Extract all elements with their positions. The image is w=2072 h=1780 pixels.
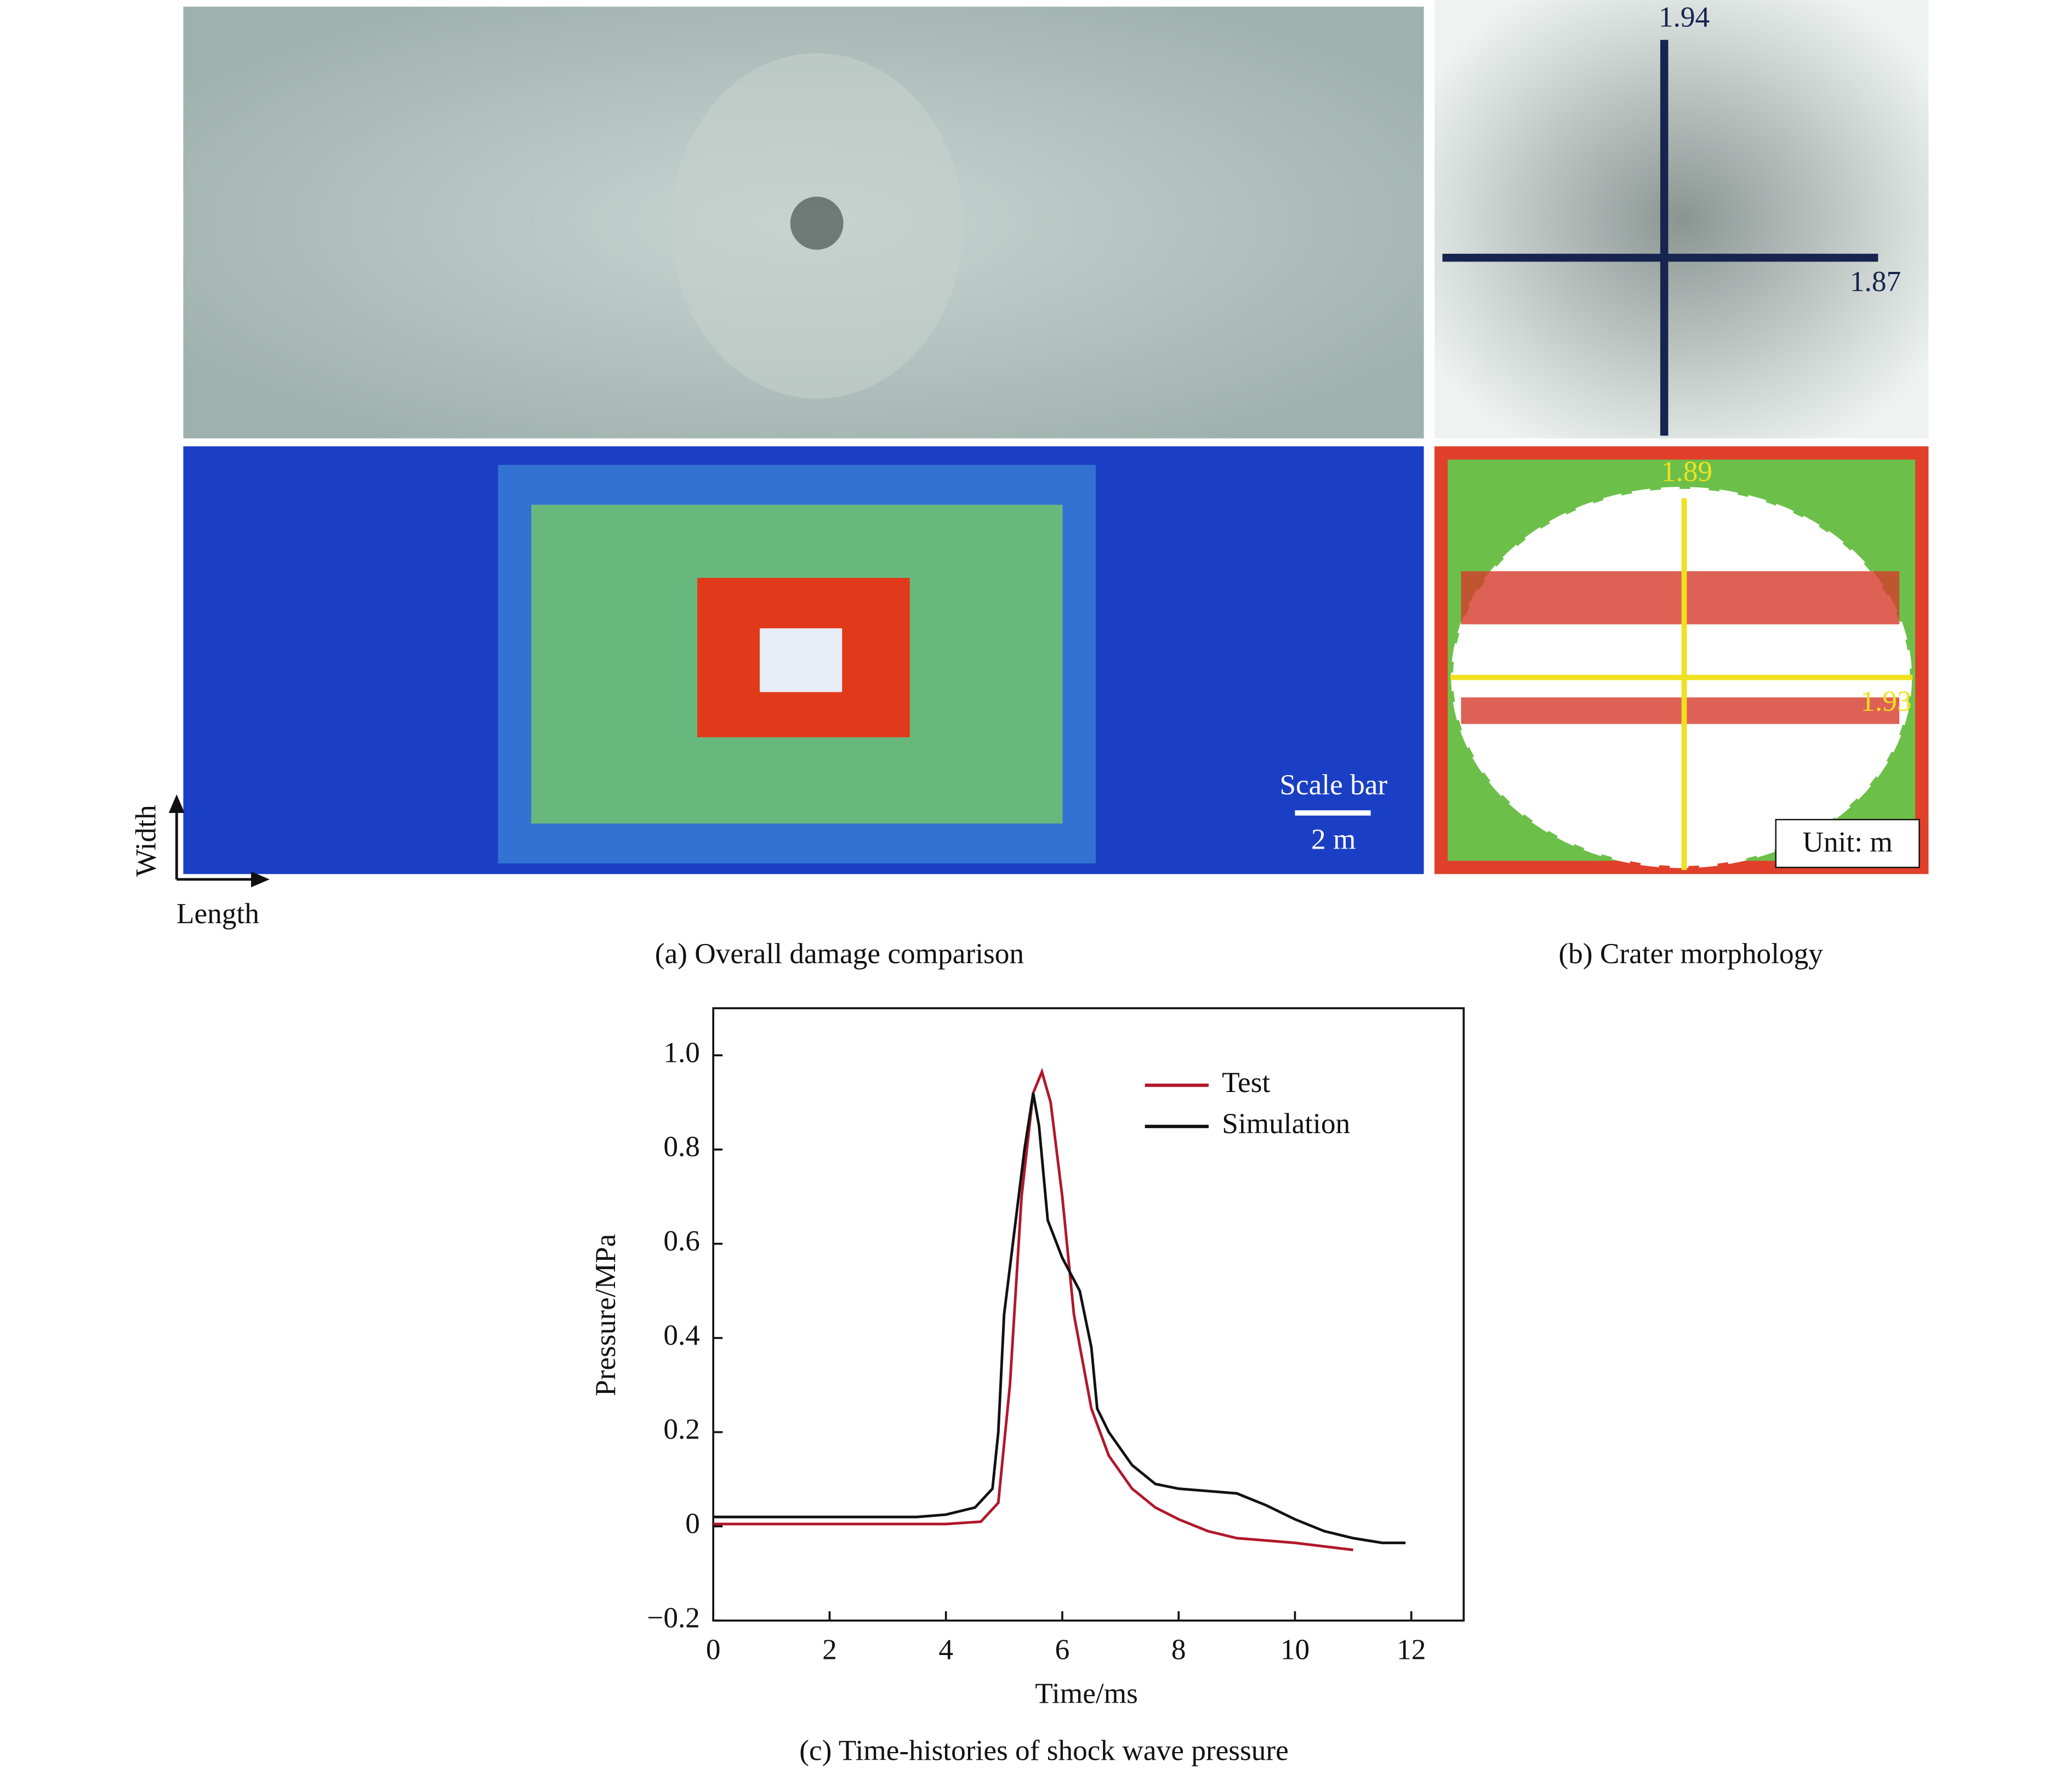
y-tick-label: 0.4 xyxy=(663,1319,700,1351)
y-axis-label: Pressure/MPa xyxy=(589,1234,622,1396)
orientation-label: Width xyxy=(130,805,162,877)
y-tick-label: 0.2 xyxy=(663,1413,700,1446)
x-tick-label: 10 xyxy=(1280,1634,1310,1666)
y-tick-label: −0.2 xyxy=(647,1601,700,1634)
panel-caption: (a) Overall damage comparison xyxy=(655,937,1024,970)
y-tick-label: 1.0 xyxy=(663,1036,700,1068)
dimension-label: 1.93 xyxy=(1860,685,1911,718)
contour-zone xyxy=(1461,571,1899,624)
x-tick-label: 8 xyxy=(1171,1634,1186,1666)
scale-bar-length: 2 m xyxy=(1311,823,1356,856)
dimension-label: 1.89 xyxy=(1661,455,1712,487)
unit-box xyxy=(1775,818,1920,868)
x-tick-label: 6 xyxy=(1055,1634,1070,1666)
arrow-head xyxy=(251,871,270,888)
x-tick-label: 12 xyxy=(1397,1634,1426,1666)
plot-frame xyxy=(712,1007,1465,1622)
unit-label: Unit: m xyxy=(1802,826,1892,858)
x-tick-label: 0 xyxy=(706,1634,721,1666)
y-tick-label: 0 xyxy=(685,1508,700,1540)
arrow-head xyxy=(168,794,185,813)
x-axis-label: Time/ms xyxy=(1035,1677,1138,1710)
crater xyxy=(790,196,844,250)
orientation-label: Length xyxy=(177,897,259,930)
dimension-label: 1.87 xyxy=(1850,265,1901,298)
chart-title: (c) Time-histories of shock wave pressur… xyxy=(799,1734,1289,1767)
x-tick-label: 4 xyxy=(938,1634,953,1666)
dimension-label: 1.94 xyxy=(1659,1,1710,33)
y-tick-label: 0.8 xyxy=(663,1130,700,1163)
contour-zone xyxy=(1461,697,1899,724)
x-tick-label: 2 xyxy=(822,1634,837,1666)
series-line xyxy=(713,1093,1406,1544)
crater-mesh xyxy=(760,628,843,692)
panel-caption: (b) Crater morphology xyxy=(1558,937,1823,970)
legend-label: Test xyxy=(1222,1066,1270,1099)
crater-photo xyxy=(1434,0,1929,439)
scale-bar-title: Scale bar xyxy=(1279,769,1387,801)
series-line xyxy=(713,1067,1353,1551)
legend-label: Simulation xyxy=(1222,1107,1350,1140)
y-tick-label: 0.6 xyxy=(663,1225,700,1257)
